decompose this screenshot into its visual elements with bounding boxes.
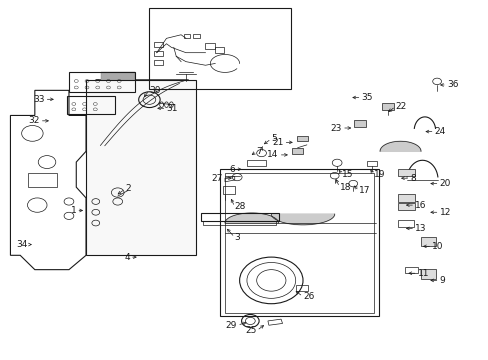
Bar — [215, 47, 224, 53]
Text: 4: 4 — [124, 253, 130, 262]
Text: 15: 15 — [341, 170, 353, 179]
Text: 21: 21 — [272, 138, 283, 147]
Text: 17: 17 — [358, 186, 370, 195]
Bar — [405, 267, 417, 273]
Bar — [222, 186, 234, 194]
Text: 19: 19 — [373, 170, 385, 179]
Polygon shape — [96, 80, 188, 151]
Bar — [154, 41, 163, 47]
Polygon shape — [224, 213, 278, 223]
Text: 36: 36 — [446, 81, 457, 90]
Text: 14: 14 — [267, 150, 278, 159]
Bar — [397, 203, 414, 211]
Polygon shape — [379, 141, 420, 151]
Polygon shape — [91, 96, 115, 114]
Bar — [200, 213, 278, 221]
Text: 2: 2 — [125, 184, 130, 193]
Text: 29: 29 — [225, 321, 237, 330]
Text: 20: 20 — [439, 179, 450, 188]
Text: 24: 24 — [434, 127, 445, 136]
Bar — [193, 34, 200, 39]
Bar — [366, 161, 376, 166]
Text: 7: 7 — [256, 147, 262, 156]
Text: 5: 5 — [271, 134, 277, 143]
Text: 1: 1 — [70, 206, 76, 215]
Bar — [397, 194, 414, 202]
Bar — [295, 285, 307, 291]
Text: 23: 23 — [330, 123, 341, 132]
Bar — [220, 169, 378, 316]
Text: 35: 35 — [361, 93, 372, 102]
Bar — [246, 160, 266, 166]
Text: 25: 25 — [245, 326, 256, 335]
Bar — [420, 237, 435, 246]
Bar — [69, 72, 135, 92]
Text: 26: 26 — [303, 292, 314, 301]
Bar — [397, 168, 414, 176]
Text: 12: 12 — [439, 208, 450, 217]
Bar — [154, 59, 163, 65]
Bar — [183, 34, 190, 39]
Text: 22: 22 — [395, 102, 406, 111]
Text: 10: 10 — [431, 242, 443, 251]
Polygon shape — [271, 214, 334, 225]
Bar — [66, 96, 115, 114]
Polygon shape — [101, 72, 135, 92]
Bar — [149, 8, 290, 89]
Text: 30: 30 — [149, 86, 161, 95]
Text: 33: 33 — [33, 95, 44, 104]
Text: 27: 27 — [211, 174, 222, 183]
Text: 32: 32 — [28, 116, 40, 125]
Text: 13: 13 — [414, 224, 426, 233]
Text: 18: 18 — [339, 183, 350, 192]
Bar — [203, 221, 276, 225]
Text: 16: 16 — [414, 201, 426, 210]
Text: 9: 9 — [439, 276, 445, 285]
Text: 6: 6 — [228, 165, 234, 174]
Bar — [420, 269, 435, 279]
Text: 3: 3 — [234, 233, 240, 242]
Bar — [154, 50, 163, 56]
Bar — [292, 148, 303, 154]
Bar — [224, 173, 373, 313]
Bar — [27, 173, 57, 187]
Text: 11: 11 — [417, 269, 428, 278]
Bar — [353, 121, 366, 127]
Bar — [381, 103, 393, 110]
Bar — [205, 42, 215, 49]
Text: 28: 28 — [234, 202, 245, 211]
Text: 31: 31 — [166, 104, 178, 113]
Bar — [397, 220, 413, 227]
Text: 8: 8 — [409, 174, 415, 183]
Text: 34: 34 — [16, 240, 27, 249]
Bar — [297, 135, 307, 141]
Bar — [86, 80, 195, 255]
